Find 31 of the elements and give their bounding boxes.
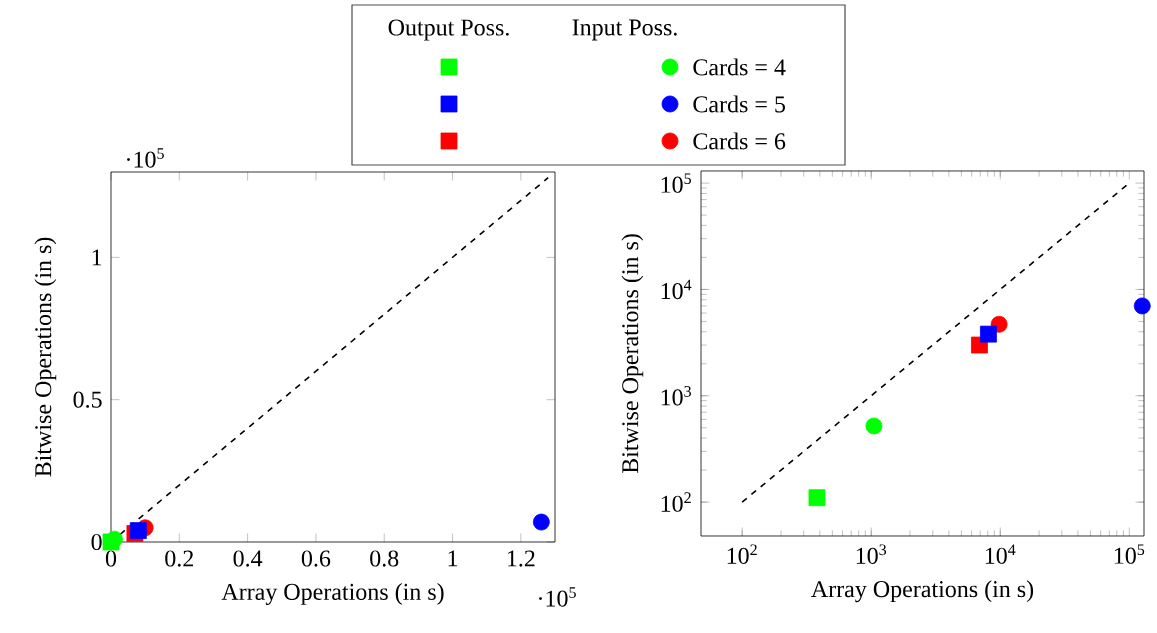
x-axis-title: Array Operations (in s)	[811, 580, 1034, 603]
text: ·10$^{5}$	[127, 148, 164, 168]
x-tick-label: 1	[448, 550, 458, 567]
legend-label: Cards = 4	[693, 58, 786, 76]
x-tick-label: 0.4	[233, 550, 263, 567]
y-tick-label: 10$^{4}$	[661, 279, 692, 300]
y-tick-label: 10$^{3}$	[661, 385, 691, 406]
y-axis-title: Bitwise Operations (in s)	[621, 234, 644, 474]
x-tick-label: 0.8	[370, 550, 399, 567]
legend-label: Cards = 5	[693, 95, 786, 113]
x-tick-label: 0.2	[165, 550, 193, 567]
x-tick-label: 10$^{4}$	[985, 544, 1016, 564]
y-tick-label: 0	[91, 533, 102, 551]
point	[102, 533, 120, 551]
x-tick-label: 0	[105, 550, 117, 567]
point	[532, 513, 550, 531]
x-tick-label: 10$^{2}$	[727, 544, 757, 564]
text: Output Poss.	[388, 19, 509, 41]
legend-label: Cards = 6	[693, 132, 786, 150]
text: ·10$^{5}$	[539, 587, 576, 607]
x-tick-label: 1.2	[507, 550, 535, 567]
y-tick-label: 10$^{2}$	[661, 492, 691, 512]
x-tick-label: 0.6	[301, 550, 331, 567]
x-tick-label: 10$^{3}$	[856, 544, 887, 564]
y-tick-label: 0.5	[73, 391, 102, 408]
y-axis-title: Bitwise Operations (in s)	[34, 237, 57, 477]
y-tick-label: 10$^{5}$	[661, 173, 691, 193]
x-tick-label: 10$^{5}$	[1114, 544, 1145, 564]
y-tick-label: 1	[92, 249, 102, 266]
x-axis-title: Array Operations (in s)	[221, 583, 444, 605]
text: Input Poss.	[572, 19, 677, 41]
